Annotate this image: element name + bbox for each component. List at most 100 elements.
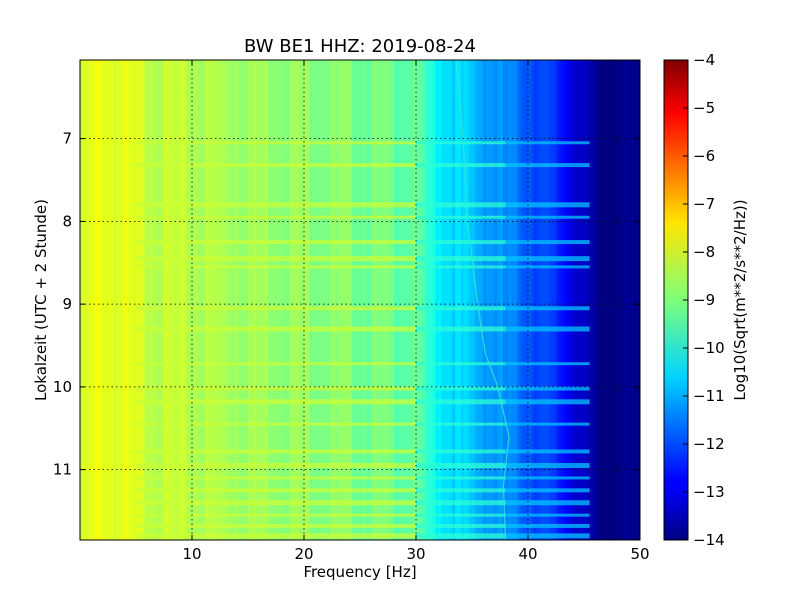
heatmap-cell: [169, 60, 173, 540]
heatmap-cell: [239, 60, 243, 540]
noise-band-segment: [505, 362, 590, 366]
heatmap-cell: [284, 60, 288, 540]
heatmap-cell: [628, 60, 633, 540]
x-axis-ticks: 10 20 30 40 50: [182, 60, 650, 563]
heatmap-cell: [525, 60, 529, 540]
heatmap-cell: [514, 60, 518, 540]
y-tick-label: 10: [53, 378, 72, 396]
noise-band-segment: [505, 449, 590, 454]
noise-band: [136, 500, 590, 506]
heatmap-cell: [455, 60, 459, 540]
heatmap-cell: [346, 60, 350, 540]
heatmap-cell: [547, 60, 551, 540]
heatmap-cell: [575, 60, 579, 540]
noise-band-segment: [416, 422, 506, 426]
noise-band-segment: [416, 449, 506, 454]
heatmap-cell: [441, 60, 445, 540]
noise-band-segment: [136, 141, 416, 145]
heatmap-cell: [192, 60, 196, 540]
heatmap-cell: [161, 60, 165, 540]
heatmap-cell: [225, 60, 229, 540]
heatmap-cell: [211, 60, 215, 540]
heatmap-cell: [581, 60, 585, 540]
heatmap-cell: [295, 60, 299, 540]
colorbar-tick-label: −9: [693, 291, 715, 309]
heatmap-cell: [320, 60, 325, 540]
heatmap-cell: [544, 60, 549, 540]
heatmap-cell: [351, 60, 355, 540]
heatmap-cell: [273, 60, 277, 540]
heatmap-cell: [245, 60, 249, 540]
heatmap-cell: [158, 60, 162, 540]
noise-band-segment: [416, 215, 506, 219]
heatmap-cell: [486, 60, 490, 540]
heatmap-cell: [119, 60, 123, 540]
heatmap-cell: [332, 60, 336, 540]
noise-band: [136, 399, 590, 405]
noise-band-segment: [136, 488, 416, 493]
heatmap-cell: [382, 60, 386, 540]
heatmap-cell: [609, 60, 613, 540]
heatmap-cell: [371, 60, 375, 540]
heatmap-cell: [410, 60, 414, 540]
heatmap-cell: [228, 60, 232, 540]
heatmap-cell: [309, 60, 313, 540]
noise-band-segment: [505, 463, 590, 469]
noise-band-segment: [416, 476, 506, 480]
heatmap-cell: [180, 60, 185, 540]
heatmap-cell: [612, 60, 616, 540]
heatmap-cell: [368, 60, 372, 540]
heatmap-cell: [626, 60, 630, 540]
heatmap-cell: [530, 60, 535, 540]
heatmap-cell: [315, 60, 319, 540]
noise-band: [136, 533, 590, 539]
noise-band-segment: [416, 141, 506, 145]
heatmap-cell: [435, 60, 439, 540]
heatmap-cell: [637, 60, 640, 540]
noise-band-segment: [416, 463, 506, 469]
heatmap-cell: [326, 60, 330, 540]
heatmap-cell: [516, 60, 521, 540]
colorbar-tick-label: −11: [693, 387, 725, 405]
heatmap-cell: [298, 60, 302, 540]
x-tick-label: 10: [182, 545, 201, 563]
heatmap-cell: [122, 60, 126, 540]
noise-band-segment: [416, 240, 506, 245]
heatmap-cell: [323, 60, 327, 540]
noise-band-segment: [416, 202, 506, 208]
noise-band-segment: [416, 265, 506, 269]
chart-title: BW BE1 HHZ: 2019-08-24: [244, 36, 476, 57]
tremor-line: [455, 60, 510, 540]
heatmap-cell: [175, 60, 179, 540]
heatmap-cell: [82, 60, 87, 540]
noise-band-segment: [136, 500, 416, 506]
heatmap-cell: [519, 60, 523, 540]
noise-band: [136, 306, 590, 311]
heatmap-cell: [494, 60, 498, 540]
heatmap-cell: [138, 60, 143, 540]
noise-band: [136, 488, 590, 493]
noise-band: [136, 386, 590, 391]
noise-band-segment: [416, 163, 506, 168]
heatmap-cell: [116, 60, 120, 540]
noise-band-segment: [505, 386, 590, 391]
heatmap-cell: [348, 60, 353, 540]
heatmap-cell: [136, 60, 140, 540]
heatmap-cell: [561, 60, 565, 540]
heatmap-noise-bands: [136, 141, 590, 539]
heatmap-cell: [231, 60, 235, 540]
noise-band-segment: [416, 523, 506, 528]
heatmap-cell: [108, 60, 112, 540]
noise-band-segment: [416, 362, 506, 366]
heatmap-cell: [141, 60, 145, 540]
heatmap-cell: [127, 60, 131, 540]
noise-band-segment: [416, 399, 506, 405]
colorbar-tick-label: −14: [693, 531, 725, 549]
heatmap-cell: [318, 60, 322, 540]
heatmap-cell: [354, 60, 358, 540]
heatmap-cell: [432, 60, 437, 540]
heatmap-cell: [80, 60, 84, 540]
heatmap-cell: [147, 60, 151, 540]
heatmap-cell: [536, 60, 540, 540]
heatmap-cell: [446, 60, 451, 540]
